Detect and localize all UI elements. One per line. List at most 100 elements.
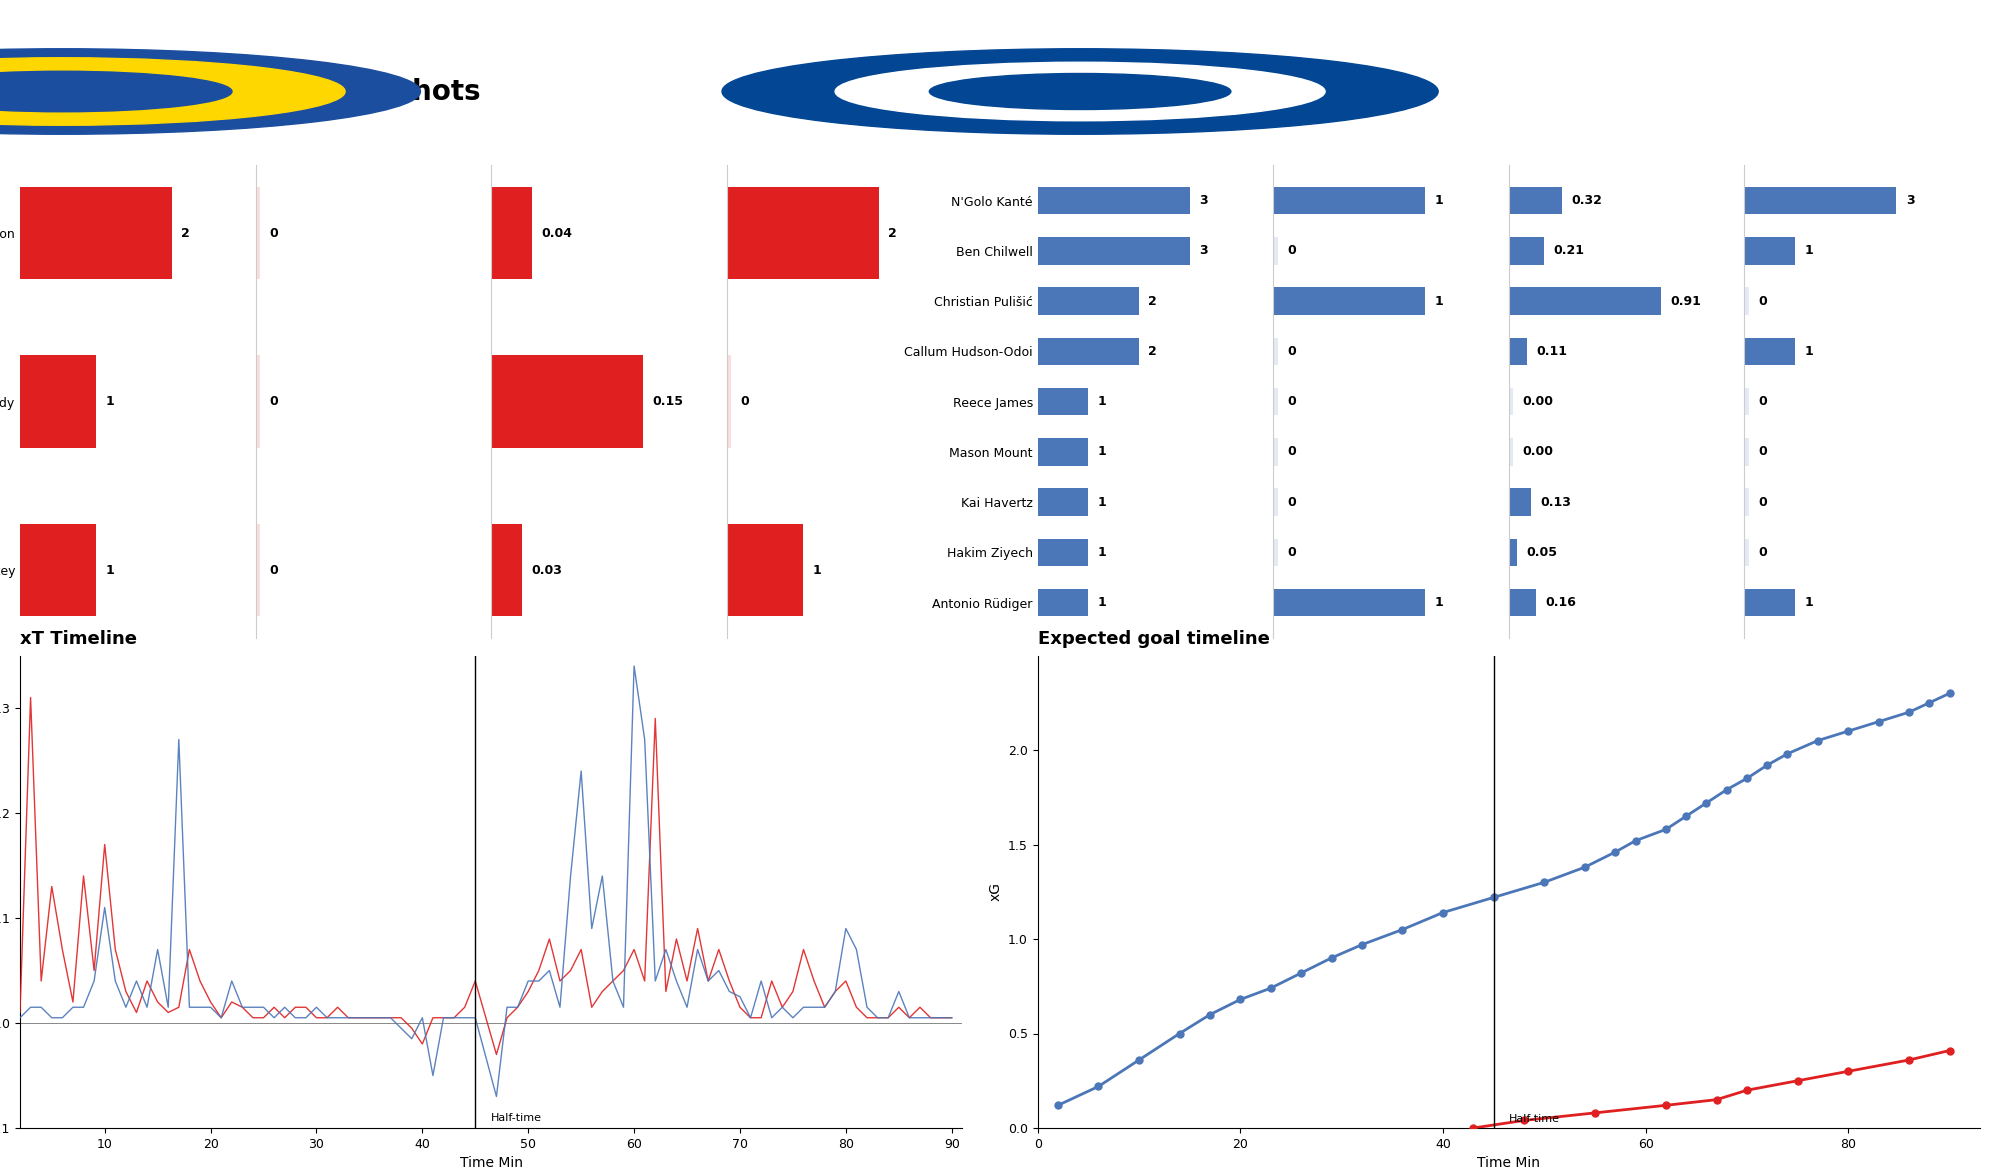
Bar [1508, 438, 1514, 465]
Text: 0: 0 [1758, 445, 1768, 458]
Bar [1274, 237, 1278, 264]
Text: 0.91: 0.91 [1670, 295, 1702, 308]
Bar [1508, 489, 1530, 516]
Text: 0: 0 [1288, 496, 1296, 509]
Bar [1744, 438, 1748, 465]
Text: 1: 1 [1804, 244, 1814, 257]
Bar [726, 524, 802, 617]
Text: 0.03: 0.03 [530, 564, 562, 577]
Bar [1038, 337, 1140, 365]
Text: 0: 0 [270, 227, 278, 240]
Text: 0: 0 [1288, 244, 1296, 257]
Text: 1: 1 [106, 395, 114, 408]
Bar [1744, 288, 1748, 315]
Text: 3: 3 [1906, 194, 1914, 207]
Bar [492, 187, 532, 280]
Bar [1508, 337, 1528, 365]
Text: 0.32: 0.32 [1572, 194, 1602, 207]
Y-axis label: xG: xG [988, 882, 1002, 901]
Circle shape [0, 48, 420, 134]
Bar [1508, 589, 1536, 617]
Text: 2: 2 [888, 227, 896, 240]
Bar [1274, 187, 1426, 215]
Bar [1744, 489, 1748, 516]
Bar [1038, 237, 1190, 264]
Text: 1: 1 [1434, 295, 1444, 308]
Text: 0.11: 0.11 [1536, 345, 1568, 358]
Text: 2: 2 [182, 227, 190, 240]
Bar [1038, 489, 1088, 516]
Bar [1038, 438, 1088, 465]
Text: 0: 0 [1288, 546, 1296, 559]
Bar [1508, 388, 1514, 416]
Circle shape [836, 62, 1326, 121]
Text: 1: 1 [1804, 596, 1814, 609]
Text: 1: 1 [1434, 194, 1444, 207]
Text: 0: 0 [740, 395, 750, 408]
Text: 0: 0 [270, 395, 278, 408]
Bar [1038, 388, 1088, 416]
Bar [1744, 187, 1896, 215]
Text: 0.15: 0.15 [652, 395, 684, 408]
Bar [256, 355, 260, 448]
Text: 0: 0 [1288, 345, 1296, 358]
Text: Half-time: Half-time [492, 1113, 542, 1123]
Text: 0.21: 0.21 [1554, 244, 1584, 257]
Text: 1: 1 [1098, 596, 1106, 609]
Text: 0: 0 [1758, 395, 1768, 408]
Text: 3: 3 [1200, 194, 1208, 207]
Bar [1038, 187, 1190, 215]
Text: 2: 2 [1148, 295, 1158, 308]
Text: 0.13: 0.13 [1540, 496, 1570, 509]
Bar [1274, 589, 1426, 617]
Bar [1744, 388, 1748, 416]
Bar [20, 187, 172, 280]
Bar [1744, 337, 1796, 365]
Text: 0: 0 [1758, 496, 1768, 509]
Text: 1: 1 [812, 564, 820, 577]
Text: 1: 1 [106, 564, 114, 577]
Bar [492, 524, 522, 617]
Text: Half-time: Half-time [1508, 1114, 1560, 1124]
Text: 1: 1 [1098, 546, 1106, 559]
Bar [1274, 489, 1278, 516]
Text: 1: 1 [1098, 496, 1106, 509]
Text: Leicester City shots: Leicester City shots [170, 78, 480, 106]
Circle shape [722, 48, 1438, 134]
Text: 0: 0 [1758, 295, 1768, 308]
Bar [1274, 538, 1278, 566]
Bar [1744, 538, 1748, 566]
Bar [1274, 288, 1426, 315]
Bar [256, 524, 260, 617]
Circle shape [930, 74, 1230, 109]
Bar [1274, 337, 1278, 365]
Text: 0: 0 [1288, 395, 1296, 408]
Bar [726, 355, 732, 448]
Text: 1: 1 [1098, 445, 1106, 458]
Bar [1038, 538, 1088, 566]
Bar [1508, 187, 1562, 215]
Circle shape [0, 72, 232, 112]
Text: 0: 0 [270, 564, 278, 577]
Bar [1744, 237, 1796, 264]
Text: Chelsea shots: Chelsea shots [1188, 78, 1406, 106]
Text: 0: 0 [1758, 546, 1768, 559]
Text: 1: 1 [1098, 395, 1106, 408]
Text: 0.04: 0.04 [542, 227, 572, 240]
Bar [256, 187, 260, 280]
Text: 3: 3 [1200, 244, 1208, 257]
Bar [20, 355, 96, 448]
Circle shape [0, 58, 346, 126]
Bar [1744, 589, 1796, 617]
X-axis label: Time Min: Time Min [460, 1156, 522, 1170]
Text: 2: 2 [1148, 345, 1158, 358]
Bar [1038, 288, 1140, 315]
Bar [1038, 589, 1088, 617]
Bar [1274, 438, 1278, 465]
Text: xT Timeline: xT Timeline [20, 631, 136, 649]
Text: 0.00: 0.00 [1522, 445, 1554, 458]
Text: 0.16: 0.16 [1544, 596, 1576, 609]
X-axis label: Time Min: Time Min [1478, 1156, 1540, 1170]
Bar [726, 187, 878, 280]
Text: Expected goal timeline: Expected goal timeline [1038, 631, 1270, 649]
